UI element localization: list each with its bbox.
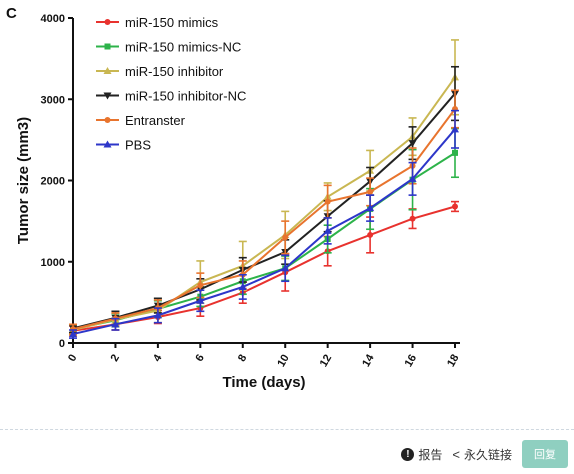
series-line: [72, 128, 456, 336]
legend: miR-150 mimics miR-150 mimics-NC miR-150 i…: [96, 15, 246, 153]
data-point: [323, 226, 332, 234]
data-point: [409, 215, 416, 222]
data-point: [103, 140, 112, 148]
data-point: [153, 311, 162, 319]
panel-letter: C: [6, 5, 17, 22]
series-line: [72, 205, 456, 332]
x-axis-title: Time (days): [222, 374, 305, 391]
chart-svg: C 0 1000 2000 3000 4000 0 2 4 6 8 10 12 14 16 18 Time (d…: [6, 5, 462, 391]
x-tick-label: 10: [275, 353, 292, 370]
y-tick-label: 3000: [41, 94, 65, 106]
data-point: [452, 203, 458, 210]
legend-label: Entranster: [125, 113, 186, 128]
y-tick-label: 1000: [41, 257, 65, 269]
y-tick-label: 2000: [41, 176, 65, 188]
x-tick-label: 8: [236, 353, 249, 364]
data-point: [451, 125, 459, 133]
data-point: [197, 282, 204, 289]
data-point: [367, 231, 374, 238]
x-tick-label: 16: [403, 353, 420, 370]
data-point: [111, 320, 120, 328]
x-tick-label: 12: [318, 353, 335, 370]
data-point: [366, 204, 375, 212]
tumor-growth-chart: C 0 1000 2000 3000 4000 0 2 4 6 8 10 12 14 16 18 Time (d…: [6, 5, 462, 391]
series-2: [69, 127, 459, 335]
share-icon: <: [452, 446, 460, 462]
data-point: [452, 149, 458, 156]
data-point: [408, 174, 417, 182]
data-point: [408, 140, 417, 148]
data-point: [196, 296, 205, 304]
data-point: [324, 198, 331, 205]
data-point: [367, 188, 374, 195]
reply-button[interactable]: 回复: [522, 440, 568, 468]
report-action[interactable]: ! 报告: [401, 446, 442, 463]
series-line: [72, 92, 456, 330]
legend-label: PBS: [125, 138, 151, 153]
x-tick-label: 0: [66, 353, 79, 364]
y-tick-label: 0: [59, 338, 65, 350]
permalink-label: 永久链接: [463, 447, 512, 462]
x-tick-label: 4: [151, 352, 165, 364]
data-point: [281, 264, 290, 272]
alert-icon: !: [401, 447, 415, 461]
data-point: [104, 43, 111, 50]
x-tick-label: 18: [445, 353, 462, 370]
data-point: [282, 234, 289, 241]
series-6: [69, 109, 459, 339]
y-tick-label: 4000: [41, 13, 65, 25]
legend-label: miR-150 inhibitor-NC: [125, 89, 246, 104]
y-axis-title: Tumor size (mm3): [15, 117, 32, 244]
data-point: [69, 330, 77, 338]
x-tick-label: 6: [193, 353, 206, 364]
legend-label: miR-150 inhibitor: [125, 64, 224, 79]
data-point: [103, 67, 112, 74]
x-tick-label: 2: [109, 353, 122, 364]
footer-actions: ! 报告 < 永久链接 回复: [401, 440, 568, 468]
data-point: [238, 282, 247, 290]
report-label: 报告: [418, 447, 443, 462]
legend-label: miR-150 mimics-NC: [125, 40, 241, 55]
legend-label: miR-150 mimics: [125, 15, 219, 30]
series-4: [69, 65, 459, 334]
series-line: [72, 108, 456, 331]
permalink-action[interactable]: < 永久链接: [452, 446, 512, 463]
series-line: [72, 76, 456, 331]
data-point: [104, 19, 111, 25]
data-point: [104, 117, 111, 123]
series-line: [72, 152, 456, 331]
post-footer: ! 报告 < 永久链接 回复: [0, 429, 574, 474]
x-tick-label: 14: [360, 352, 377, 369]
data-point: [103, 92, 112, 100]
